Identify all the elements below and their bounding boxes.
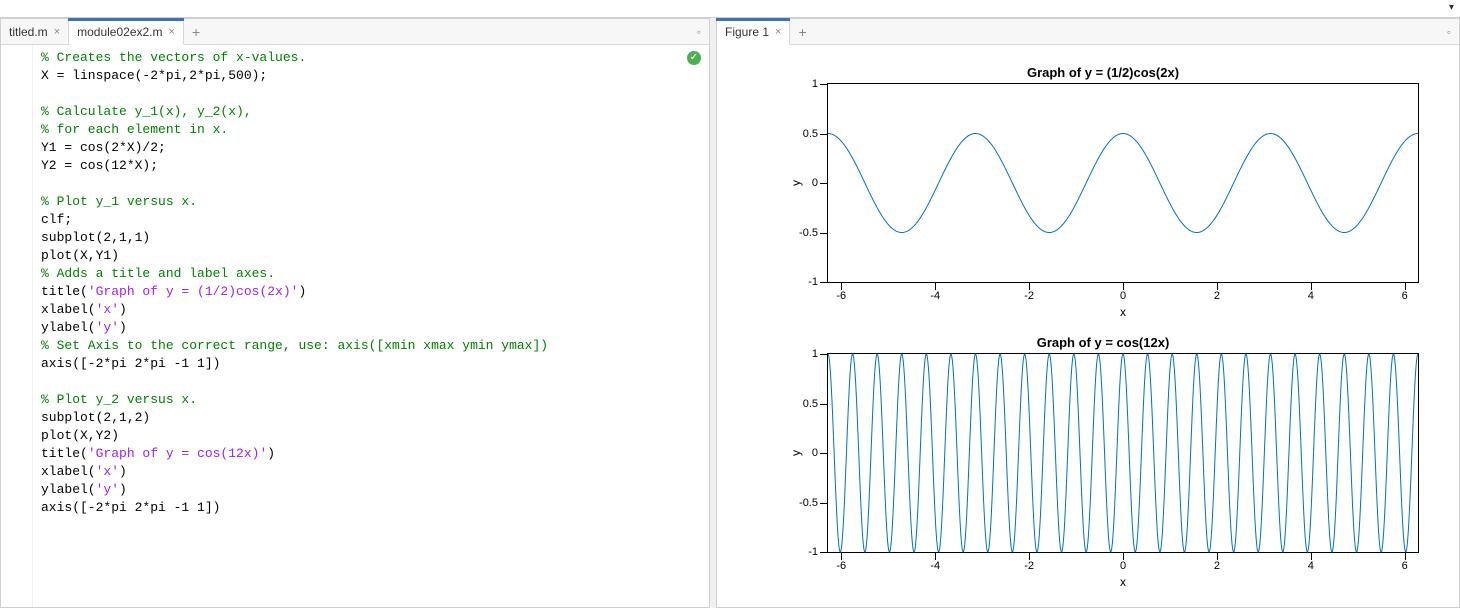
xtick-label: 2: [1214, 290, 1220, 302]
figure-pane: Figure 1 × + ◦ Graph of y = (1/2)cos(2x)…: [716, 18, 1460, 608]
ytick-label: 1: [812, 348, 818, 360]
figure-tab-menu-icon[interactable]: ◦: [1439, 19, 1459, 44]
xtick-label: -6: [836, 560, 846, 572]
ytick: [820, 503, 828, 504]
xtick: [935, 552, 936, 560]
xtick: [1311, 552, 1312, 560]
xtick: [1029, 282, 1030, 290]
editor-tab-label: module02ex2.m: [77, 25, 162, 39]
xtick: [1405, 282, 1406, 290]
close-icon[interactable]: ×: [54, 26, 60, 38]
editor-code[interactable]: % Creates the vectors of x-values. X = l…: [33, 45, 709, 607]
xtick-label: 0: [1120, 560, 1126, 572]
ylabel: y: [789, 180, 803, 186]
xtick-label: 4: [1308, 560, 1314, 572]
axes-wrap-1: y -1-0.500.51-6-4-20246: [827, 83, 1419, 283]
xtick-label: 4: [1308, 290, 1314, 302]
ytick-label: -0.5: [799, 497, 818, 509]
xtick: [1123, 282, 1124, 290]
subplot-1: Graph of y = (1/2)cos(2x) y -1-0.500.51-…: [787, 65, 1419, 315]
main-split: titled.m × module02ex2.m × + ◦ % Creates…: [0, 18, 1460, 608]
xtick: [935, 282, 936, 290]
editor-tab-label: titled.m: [9, 25, 48, 39]
run-ok-icon: ✓: [687, 51, 701, 65]
ytick: [820, 134, 828, 135]
axes-2[interactable]: -1-0.500.51-6-4-20246: [827, 353, 1419, 553]
plot-line-2: [828, 354, 1418, 552]
xtick: [1311, 282, 1312, 290]
figure-body: Graph of y = (1/2)cos(2x) y -1-0.500.51-…: [717, 45, 1459, 607]
xtick-label: -6: [836, 290, 846, 302]
xtick-label: 2: [1214, 560, 1220, 572]
ytick: [820, 354, 828, 355]
xtick: [1123, 552, 1124, 560]
ylabel: y: [789, 450, 803, 456]
xtick: [1217, 552, 1218, 560]
xtick-label: 0: [1120, 290, 1126, 302]
ytick-label: 0.5: [803, 128, 818, 140]
editor-tab-menu-icon[interactable]: ◦: [689, 19, 709, 44]
ytick: [820, 233, 828, 234]
ytick: [820, 282, 828, 283]
close-icon[interactable]: ×: [775, 26, 781, 38]
ytick: [820, 84, 828, 85]
topbar-dropdown-icon[interactable]: ▾: [1449, 2, 1454, 13]
figure-tabbar: Figure 1 × + ◦: [717, 19, 1459, 45]
ytick-label: -0.5: [799, 227, 818, 239]
ytick: [820, 552, 828, 553]
xtick: [841, 552, 842, 560]
ytick: [820, 404, 828, 405]
plot-title: Graph of y = (1/2)cos(2x): [787, 65, 1419, 83]
ytick-label: 0: [812, 177, 818, 189]
xtick: [841, 282, 842, 290]
editor-gutter: [1, 45, 33, 607]
figure-tab-add[interactable]: +: [790, 19, 814, 44]
ytick: [820, 453, 828, 454]
xtick: [1405, 552, 1406, 560]
window-topbar: ▾: [0, 0, 1460, 18]
xtick-label: 6: [1402, 290, 1408, 302]
xlabel: x: [827, 575, 1419, 589]
editor-body[interactable]: % Creates the vectors of x-values. X = l…: [1, 45, 709, 607]
ytick-label: 0: [812, 447, 818, 459]
xtick-label: -4: [930, 560, 940, 572]
plot-title: Graph of y = cos(12x): [787, 335, 1419, 353]
ytick: [820, 183, 828, 184]
xtick: [1217, 282, 1218, 290]
xtick-label: -2: [1024, 290, 1034, 302]
axes-1[interactable]: -1-0.500.51-6-4-20246: [827, 83, 1419, 283]
ytick-label: 0.5: [803, 398, 818, 410]
xtick-label: -4: [930, 290, 940, 302]
editor-tab-module02ex2[interactable]: module02ex2.m ×: [69, 19, 184, 45]
xlabel: x: [827, 305, 1419, 319]
subplot-2: Graph of y = cos(12x) y -1-0.500.51-6-4-…: [787, 335, 1419, 585]
xtick-label: 6: [1402, 560, 1408, 572]
xtick: [1029, 552, 1030, 560]
editor-tab-add[interactable]: +: [184, 19, 208, 44]
close-icon[interactable]: ×: [169, 26, 175, 38]
ytick-label: -1: [808, 546, 818, 558]
editor-pane: titled.m × module02ex2.m × + ◦ % Creates…: [0, 18, 710, 608]
xtick-label: -2: [1024, 560, 1034, 572]
figure-tab-label: Figure 1: [725, 25, 769, 39]
editor-tabbar: titled.m × module02ex2.m × + ◦: [1, 19, 709, 45]
ytick-label: 1: [812, 78, 818, 90]
axes-wrap-2: y -1-0.500.51-6-4-20246: [827, 353, 1419, 553]
plot-line-1: [828, 84, 1418, 282]
figure-tab[interactable]: Figure 1 ×: [717, 19, 790, 45]
ytick-label: -1: [808, 276, 818, 288]
editor-tab-titled[interactable]: titled.m ×: [1, 19, 69, 44]
